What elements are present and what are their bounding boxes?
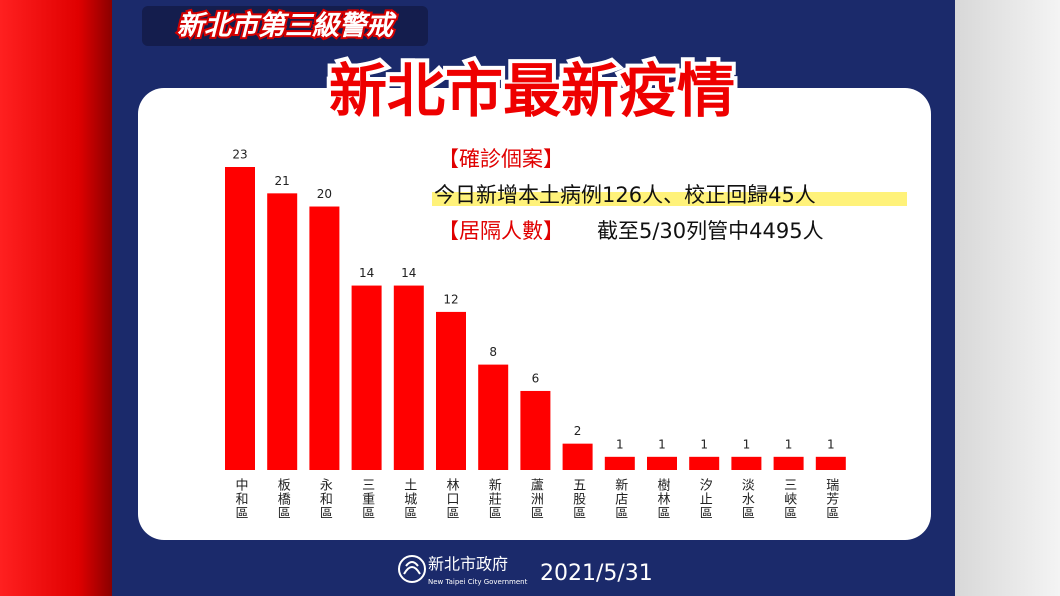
- quarantine-text: 截至5/30列管中4495人: [597, 219, 824, 243]
- value-label: 8: [489, 345, 497, 359]
- bar: [267, 193, 298, 470]
- value-label: 1: [743, 437, 751, 451]
- value-label: 2: [574, 424, 582, 438]
- category-label: 淡水區: [739, 478, 755, 520]
- bar: [478, 364, 509, 470]
- category-label: 五股區: [570, 478, 586, 520]
- bar: [604, 456, 635, 470]
- bar: [309, 206, 340, 471]
- category-label: 瑞芳區: [823, 478, 839, 520]
- title: 新北市最新疫情: [329, 57, 735, 125]
- value-label: 1: [658, 437, 666, 451]
- bar: [689, 456, 720, 470]
- value-label: 20: [317, 187, 332, 201]
- value-label: 23: [232, 148, 247, 162]
- category-label: 新店區: [612, 477, 628, 520]
- value-label: 14: [401, 266, 416, 280]
- value-label: 1: [785, 437, 793, 451]
- left-strip: [0, 0, 112, 596]
- value-label: 1: [827, 437, 835, 451]
- category-label: 汐止區: [697, 477, 713, 520]
- category-label: 林口區: [444, 478, 460, 520]
- value-label: 21: [275, 174, 290, 188]
- badge: 新北市第三級警戒: [177, 11, 397, 42]
- bar: [562, 443, 593, 470]
- bar: [815, 456, 846, 470]
- value-label: 14: [359, 266, 374, 280]
- category-label: 中和區: [233, 478, 249, 520]
- category-label: 永和區: [317, 478, 333, 520]
- category-label: 三重區: [359, 478, 375, 520]
- case-text: 今日新增本土病例126人、校正回歸45人: [434, 183, 816, 207]
- value-label: 12: [443, 292, 458, 306]
- category-label: 樹林區: [655, 478, 671, 520]
- org-name: 新北市政府: [428, 555, 508, 574]
- bar: [436, 311, 466, 470]
- category-label: 蘆洲區: [528, 478, 544, 520]
- bar: [351, 285, 382, 470]
- right-strip: [955, 0, 1060, 596]
- value-label: 1: [700, 437, 708, 451]
- value-label: 6: [532, 371, 540, 385]
- bar: [731, 456, 762, 470]
- bar: [393, 285, 424, 470]
- category-label: 三峽區: [781, 478, 797, 520]
- category-label: 土城區: [401, 478, 417, 520]
- category-label: 新莊區: [486, 477, 502, 520]
- bar: [773, 456, 804, 470]
- case-heading: 【確診個案】: [438, 147, 564, 171]
- value-label: 1: [616, 437, 624, 451]
- bar: [647, 456, 677, 470]
- bar: [520, 390, 551, 470]
- date: 2021/5/31: [540, 561, 653, 586]
- logo: [398, 555, 426, 583]
- quarantine-heading: 【居隔人數】: [438, 219, 564, 243]
- highlight: [432, 192, 907, 206]
- badge-box: [142, 6, 428, 46]
- org-name-en: New Taipei City Government: [428, 578, 528, 586]
- bar: [225, 167, 255, 470]
- category-label: 板橋區: [275, 478, 291, 520]
